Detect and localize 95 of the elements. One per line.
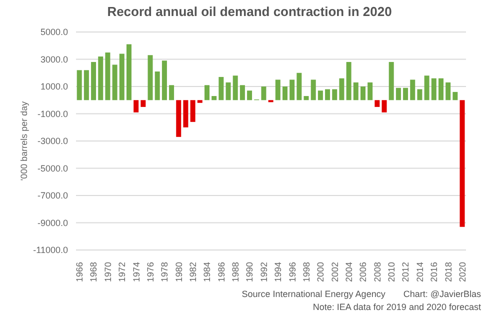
bar bbox=[112, 64, 118, 100]
bar bbox=[368, 82, 373, 100]
bar bbox=[360, 86, 366, 100]
x-tick-label: 1980 bbox=[174, 262, 184, 282]
x-tick-label: 2014 bbox=[414, 262, 425, 282]
x-tick-label: 1974 bbox=[131, 262, 142, 282]
bar bbox=[91, 62, 96, 100]
bar bbox=[382, 100, 387, 112]
bar bbox=[374, 100, 380, 107]
x-tick-label: 2012 bbox=[400, 262, 411, 282]
x-tick-label: 2010 bbox=[386, 262, 397, 282]
bar bbox=[105, 52, 110, 100]
bar bbox=[325, 89, 330, 100]
bar bbox=[417, 89, 422, 100]
bar bbox=[318, 90, 323, 100]
x-tick-label: 2016 bbox=[429, 262, 440, 282]
bar bbox=[460, 100, 465, 227]
text: Chart: @JavierBlas bbox=[403, 289, 481, 299]
y-tick-label: -1000.0 bbox=[37, 108, 68, 119]
y-tick-label: -11000.0 bbox=[33, 245, 68, 256]
bar bbox=[126, 44, 132, 100]
x-tick-label: 2004 bbox=[344, 262, 354, 282]
y-tick-label: 3000.0 bbox=[40, 54, 68, 64]
bar bbox=[431, 78, 436, 100]
x-tick-label: 1994 bbox=[273, 262, 284, 282]
x-tick-label: 1984 bbox=[202, 262, 212, 282]
bar bbox=[396, 88, 401, 100]
y-tick-label: -7000.0 bbox=[37, 190, 68, 201]
bar bbox=[119, 54, 124, 100]
bar bbox=[339, 78, 344, 100]
bar bbox=[154, 72, 160, 100]
bar bbox=[310, 80, 316, 100]
x-tick-label: 1966 bbox=[74, 262, 85, 282]
bar bbox=[148, 55, 153, 100]
bar bbox=[140, 100, 146, 107]
bar bbox=[218, 76, 224, 100]
bar bbox=[275, 80, 280, 100]
bar bbox=[410, 80, 416, 100]
chart-title: Record annual oil demand contraction in 2020 bbox=[106, 3, 393, 21]
bar bbox=[304, 96, 309, 100]
x-tick-label: 1986 bbox=[216, 262, 226, 282]
x-tick-label: 1968 bbox=[88, 262, 99, 282]
x-tick-label: 1970 bbox=[102, 262, 113, 282]
bar bbox=[98, 56, 104, 100]
x-tick-label: 1978 bbox=[160, 262, 170, 282]
bar bbox=[282, 86, 288, 100]
bar bbox=[226, 82, 231, 100]
x-tick-label: 2020 bbox=[457, 262, 468, 282]
x-tick-label: 2006 bbox=[358, 262, 368, 282]
bar bbox=[438, 78, 444, 100]
y-axis-title: '000 barrels per day bbox=[19, 100, 30, 181]
bar bbox=[183, 100, 188, 128]
x-tick-label: 1982 bbox=[188, 262, 198, 282]
x-tick-label: 2008 bbox=[372, 262, 382, 282]
bar bbox=[197, 100, 202, 103]
bar bbox=[346, 62, 352, 100]
bar bbox=[134, 100, 139, 112]
y-tick-label: 1000.0 bbox=[40, 82, 68, 92]
bar bbox=[190, 100, 196, 122]
bar bbox=[204, 85, 210, 100]
y-tick-label: -9000.0 bbox=[37, 218, 68, 228]
bar bbox=[247, 90, 252, 100]
bar bbox=[403, 88, 408, 100]
bar bbox=[353, 82, 358, 100]
bar bbox=[240, 85, 245, 100]
x-tick-label: 2000 bbox=[316, 262, 326, 282]
bar bbox=[332, 89, 338, 100]
x-tick-label: 2018 bbox=[443, 262, 454, 282]
bar bbox=[446, 82, 451, 100]
x-tick-label: 1996 bbox=[287, 262, 298, 282]
bar bbox=[76, 70, 82, 100]
x-tick-label: 1976 bbox=[145, 262, 156, 282]
y-tick-label: 5000.0 bbox=[40, 27, 68, 38]
x-tick-label: 1990 bbox=[244, 262, 255, 282]
bar bbox=[290, 80, 295, 100]
x-tick-label: 1972 bbox=[117, 262, 128, 282]
y-tick-label: -3000.0 bbox=[37, 136, 68, 146]
text: Note: IEA data for 2019 and 2020 forecast bbox=[312, 301, 481, 314]
bar bbox=[296, 72, 302, 100]
x-tick-label: 2002 bbox=[330, 262, 340, 282]
bar bbox=[84, 70, 89, 100]
bar bbox=[452, 92, 458, 100]
y-tick-label: -5000.0 bbox=[37, 163, 68, 174]
bar bbox=[261, 86, 266, 100]
bar bbox=[176, 100, 182, 137]
x-tick-label: 1992 bbox=[258, 262, 269, 282]
bar bbox=[169, 85, 174, 100]
bar bbox=[232, 76, 238, 100]
bar bbox=[162, 60, 167, 100]
bar bbox=[212, 96, 217, 100]
x-tick-label: 1988 bbox=[230, 262, 241, 282]
bar bbox=[388, 62, 394, 100]
source-note: Source International Energy Agency bbox=[242, 289, 386, 299]
bar bbox=[424, 76, 430, 100]
x-tick-label: 1998 bbox=[301, 262, 312, 282]
